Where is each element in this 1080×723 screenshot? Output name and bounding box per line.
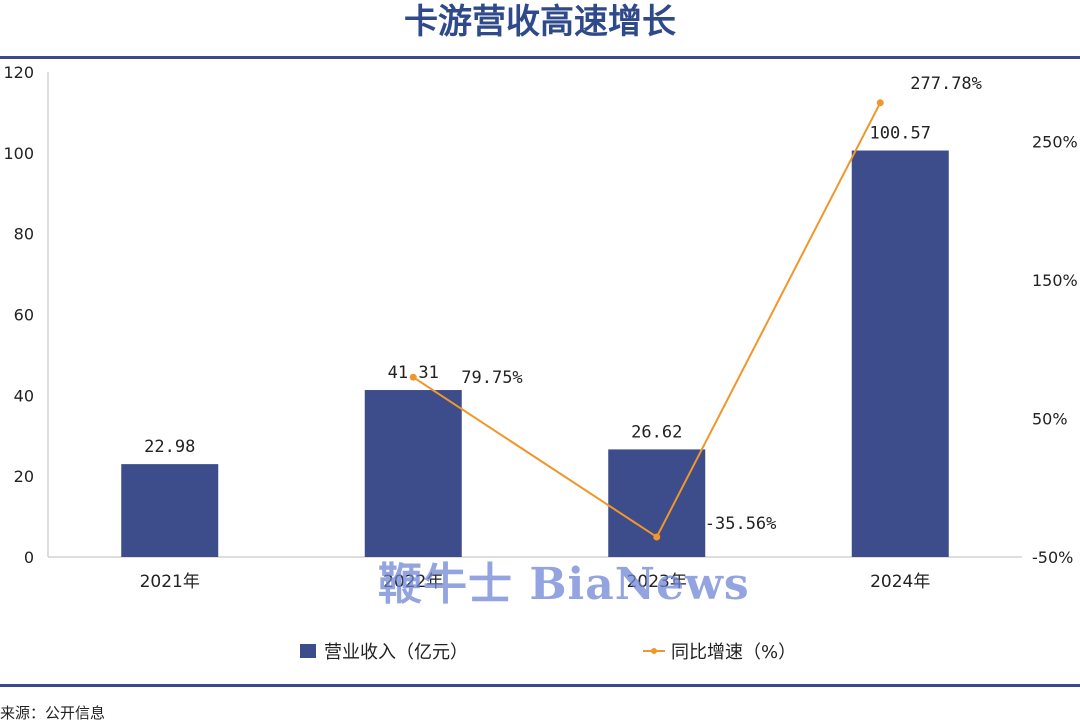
y-tick-left: 0	[24, 548, 34, 567]
growth-data-label: -35.56%	[705, 514, 777, 534]
growth-data-label: 277.78%	[910, 74, 982, 94]
y-tick-right: 150%	[1032, 271, 1078, 290]
bar	[364, 390, 462, 557]
x-tick-label: 2021年	[140, 572, 200, 592]
legend-item-growth: 同比增速（%）	[643, 638, 796, 664]
y-tick-left: 120	[3, 63, 34, 82]
x-tick-label: 2024年	[870, 572, 930, 592]
legend-label-revenue: 营业收入（亿元）	[324, 642, 468, 663]
bar-data-label: 100.57	[870, 124, 931, 144]
bar-data-label: 26.62	[631, 422, 682, 442]
x-tick-label: 2022年	[383, 572, 443, 592]
bar	[851, 150, 949, 557]
y-tick-right: 250%	[1032, 132, 1078, 151]
legend-bar-swatch	[300, 644, 316, 658]
bar	[121, 464, 219, 557]
growth-point	[409, 373, 417, 381]
y-tick-right: 50%	[1032, 409, 1068, 428]
y-tick-left: 80	[14, 225, 34, 244]
growth-point	[653, 533, 661, 541]
y-tick-left: 60	[14, 306, 34, 325]
y-tick-left: 40	[14, 386, 34, 405]
watermark: 鞭牛士 BiaNews	[378, 559, 750, 610]
chart-plot: 0 20 40 60 80 100 120 -50% 50% 150% 250% 2021年 2022年…	[3, 63, 1078, 592]
legend-line-marker	[643, 644, 665, 658]
bar-data-label: 22.98	[144, 437, 195, 457]
legend-label-growth: 同比增速（%）	[671, 642, 797, 663]
chart-title: 卡游营收高速增长	[404, 2, 676, 42]
y-tick-left: 100	[3, 144, 34, 163]
x-tick-label: 2023年	[627, 572, 687, 592]
y-tick-left: 20	[14, 467, 34, 486]
bottom-rule	[0, 684, 1080, 687]
source-note: 来源：公开信息	[0, 704, 106, 722]
growth-point	[876, 99, 884, 107]
bar	[608, 449, 706, 557]
bar-data-label: 41.31	[388, 363, 439, 383]
y-tick-right: -50%	[1032, 548, 1073, 567]
top-rule	[0, 56, 1080, 59]
legend: 营业收入（亿元） 同比增速（%）	[0, 638, 1080, 664]
growth-data-label: 79.75%	[461, 368, 522, 388]
legend-item-revenue: 营业收入（亿元）	[300, 638, 468, 664]
